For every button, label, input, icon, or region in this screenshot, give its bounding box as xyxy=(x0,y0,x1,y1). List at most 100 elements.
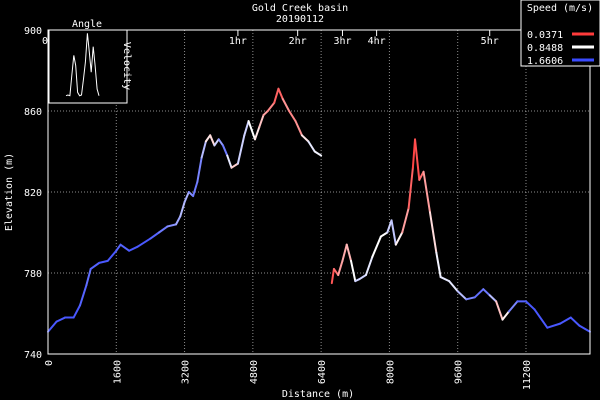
chart-subtitle: 20190112 xyxy=(276,14,324,25)
elevation-segment xyxy=(465,296,476,301)
elevation-segment xyxy=(157,225,169,234)
elevation-segment xyxy=(213,138,220,147)
elevation-segment xyxy=(330,267,335,285)
elevation-segment xyxy=(507,300,519,313)
elevation-segment xyxy=(230,162,239,169)
y-tick-label: 900 xyxy=(24,26,42,37)
elevation-segment xyxy=(473,288,485,299)
elevation-segment xyxy=(149,231,160,240)
elevation-segment xyxy=(300,134,310,143)
elevation-segment xyxy=(200,140,207,159)
time-tick-label: 0h xyxy=(42,36,54,47)
elevation-segment xyxy=(55,316,67,323)
elevation-segment xyxy=(166,223,178,228)
elevation-segment xyxy=(379,231,389,238)
elevation-segment xyxy=(243,120,250,137)
elevation-segment xyxy=(258,114,265,129)
elevation-segment xyxy=(128,245,139,252)
elevation-segment xyxy=(422,170,431,214)
elevation-segment xyxy=(350,259,357,283)
elevation-segment xyxy=(288,110,297,123)
inset-title: Angle xyxy=(72,19,102,30)
legend: Speed (m/s) 0.0371 0.8488 1.6606 xyxy=(520,0,600,67)
elevation-segment xyxy=(136,237,152,248)
elevation-segment xyxy=(337,259,344,277)
plot-frame xyxy=(47,29,591,355)
elevation-segment xyxy=(273,87,280,104)
elevation-segment xyxy=(414,138,421,181)
elevation-segment xyxy=(358,274,367,281)
elevation-segment xyxy=(407,166,414,210)
y-tick-label: 860 xyxy=(24,107,42,118)
y-tick-label: 780 xyxy=(24,269,42,280)
elevation-segment xyxy=(72,304,82,319)
time-tick-label: 3hr xyxy=(333,36,351,47)
elevation-segment xyxy=(394,231,404,246)
time-tick-label: 2hr xyxy=(289,36,307,47)
elevation-segment xyxy=(386,219,393,234)
x-tick-labels: 0 1600 3200 4800 6400 8000 9600 11200 xyxy=(44,360,533,390)
elevation-segment xyxy=(456,290,468,301)
x-tick-label: 6400 xyxy=(317,360,328,384)
inset-ylabel: Velocity xyxy=(121,42,132,90)
elevation-segment xyxy=(294,120,303,137)
x-tick-label: 3200 xyxy=(181,360,192,384)
elevation-segment xyxy=(546,322,562,329)
elevation-segment xyxy=(345,243,353,262)
x-tick-label: 1600 xyxy=(112,360,123,384)
elevation-segment xyxy=(247,120,256,141)
elevation-segment xyxy=(401,207,410,234)
x-tick-label: 9600 xyxy=(454,360,465,384)
elevation-segment xyxy=(488,294,498,303)
elevation-segment xyxy=(390,219,397,246)
elevation-segment xyxy=(341,243,348,262)
elevation-segment xyxy=(226,154,233,169)
x-tick-label: 8000 xyxy=(385,360,396,384)
elevation-segment xyxy=(253,126,261,141)
elevation-segment xyxy=(533,308,549,329)
series-layer xyxy=(47,87,591,333)
elevation-segment xyxy=(281,97,291,112)
elevation-segment xyxy=(209,134,216,147)
y-axis-label: Elevation (m) xyxy=(4,153,15,231)
x-tick-label: 11200 xyxy=(522,360,533,390)
elevation-segment xyxy=(371,235,382,258)
x-tick-label: 4800 xyxy=(249,360,260,384)
x-tick-label: 0 xyxy=(44,360,55,366)
elevation-segment xyxy=(482,288,491,297)
elevation-segment xyxy=(217,138,224,147)
elevation-segment xyxy=(428,211,438,254)
chart-title: Gold Creek basin xyxy=(252,3,348,14)
elevation-segment xyxy=(364,255,374,277)
inset-line xyxy=(65,33,100,97)
elevation-segment xyxy=(85,267,92,287)
elevation-segment xyxy=(524,300,536,311)
inset-chart: Angle Velocity xyxy=(48,19,132,104)
x-axis-label: Distance (m) xyxy=(282,389,354,400)
elevation-segment xyxy=(266,101,276,112)
elevation-segment xyxy=(313,150,323,157)
legend-label: 0.0371 xyxy=(527,30,563,41)
elevation-segment xyxy=(501,310,510,321)
elevation-segment xyxy=(98,259,109,264)
elevation-segment xyxy=(79,284,88,307)
elevation-segment xyxy=(439,276,451,283)
elevation-segment xyxy=(495,300,504,321)
elevation-segment xyxy=(192,180,199,198)
elevation-segment xyxy=(179,201,186,218)
elevation-segment xyxy=(307,140,316,153)
elevation-segment xyxy=(559,316,572,325)
elevation-segment xyxy=(106,249,118,262)
elevation-segment xyxy=(175,215,182,226)
elevation-segment xyxy=(183,191,190,204)
y-tick-label: 820 xyxy=(24,188,42,199)
elevation-segment xyxy=(119,243,131,252)
elevation-segment xyxy=(448,280,459,293)
elevation-segment xyxy=(196,156,203,183)
elevation-segment xyxy=(435,251,442,279)
time-tick-label: 1hr xyxy=(229,36,247,47)
legend-label: 0.8488 xyxy=(527,43,563,54)
elevation-segment xyxy=(204,134,212,143)
y-tick-label: 740 xyxy=(24,350,42,361)
